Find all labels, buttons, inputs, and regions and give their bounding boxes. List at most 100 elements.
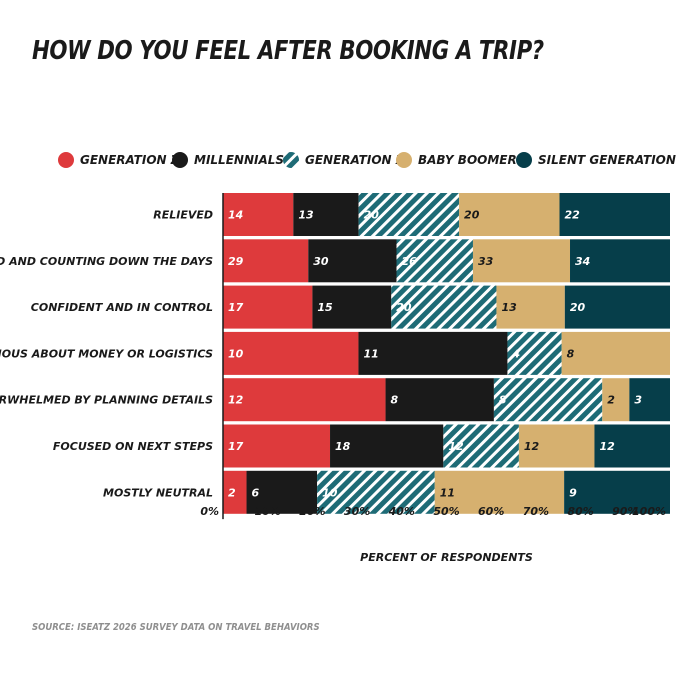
legend-item: MILLENNIALS bbox=[172, 152, 284, 168]
data-label: 20 bbox=[364, 209, 380, 222]
bar-segment bbox=[493, 378, 603, 422]
bar-segment bbox=[223, 239, 309, 283]
data-label: 8 bbox=[567, 347, 575, 360]
bar-segment bbox=[330, 424, 444, 468]
data-label: 12 bbox=[228, 394, 244, 407]
legend-swatch bbox=[283, 152, 299, 168]
category-label: FOCUSED ON NEXT STEPS bbox=[53, 440, 213, 453]
legend-swatch bbox=[396, 152, 412, 168]
x-tick-label: 10% bbox=[255, 505, 281, 518]
bar-segment bbox=[358, 193, 460, 236]
data-label: 15 bbox=[317, 301, 333, 314]
legend-swatch bbox=[172, 152, 188, 168]
bar-row: ANXIOUS ABOUT MONEY OR LOGISTICS 10 11 4 8 bbox=[0, 331, 670, 375]
legend-item: BABY BOOMERS bbox=[396, 152, 525, 168]
bar-segment bbox=[496, 285, 565, 329]
x-tick-label: 30% bbox=[344, 505, 370, 518]
legend-label: GENERATION X bbox=[305, 153, 406, 167]
category-label: MOSTLY NEUTRAL bbox=[103, 486, 213, 499]
bar-segment bbox=[507, 331, 562, 375]
data-label: 3 bbox=[634, 394, 642, 407]
bar-segment bbox=[594, 424, 670, 468]
bar-segment bbox=[564, 285, 670, 329]
bar-segment bbox=[391, 285, 497, 329]
bar-segment bbox=[317, 470, 435, 514]
bar-segment bbox=[223, 285, 313, 329]
bar-row: EXCITED AND COUNTING DOWN THE DAYS 29 30 26… bbox=[0, 239, 670, 283]
legend-item: GENERATION X bbox=[283, 152, 406, 168]
bar-segment bbox=[559, 193, 670, 236]
data-label: 12 bbox=[448, 440, 464, 453]
x-tick-label: 40% bbox=[388, 505, 415, 518]
bar-segment bbox=[518, 424, 595, 468]
bar-segment bbox=[308, 239, 397, 283]
data-label: 29 bbox=[228, 255, 244, 268]
data-label: 12 bbox=[599, 440, 615, 453]
data-label: 20 bbox=[396, 301, 412, 314]
bar-segment bbox=[293, 193, 359, 236]
bar-row: MOSTLY NEUTRAL 2 6 10 11 9 bbox=[103, 470, 670, 514]
data-label: 4 bbox=[511, 347, 520, 360]
bar-segment bbox=[223, 193, 294, 236]
category-label: ANXIOUS ABOUT MONEY OR LOGISTICS bbox=[0, 347, 213, 360]
bar-segment bbox=[396, 239, 473, 283]
bar-row: FOCUSED ON NEXT STEPS 17 18 12 12 12 bbox=[53, 424, 670, 468]
bar-segment bbox=[472, 239, 571, 283]
bar-segment bbox=[385, 378, 494, 422]
x-tick-label: 80% bbox=[567, 505, 593, 518]
bar-segment bbox=[561, 331, 670, 375]
legend-label: SILENT GENERATION bbox=[538, 153, 676, 167]
chart-title: HOW DO YOU FEEL AFTER BOOKING A TRIP? bbox=[32, 36, 544, 66]
x-tick-label: 70% bbox=[523, 505, 549, 518]
bars: RELIEVED1413202022EXCITED AND COUNTING D… bbox=[0, 193, 670, 514]
data-label: 6 bbox=[252, 486, 260, 499]
data-label: 10 bbox=[322, 486, 338, 499]
data-label: 26 bbox=[402, 255, 418, 268]
x-tick-label: 90% bbox=[612, 505, 638, 518]
x-tick-label: 20% bbox=[299, 505, 325, 518]
bar-segment bbox=[602, 378, 630, 422]
x-axis-label: PERCENT OF RESPONDENTS bbox=[360, 551, 533, 564]
legend-label: BABY BOOMERS bbox=[418, 153, 525, 167]
data-label: 17 bbox=[228, 440, 244, 453]
data-label: 20 bbox=[464, 209, 480, 222]
bar-segment bbox=[223, 470, 247, 514]
data-label: 22 bbox=[565, 209, 581, 222]
x-tick-label: 100% bbox=[632, 505, 666, 518]
legend: GENERATION Z MILLENNIALS GENERATION X BABY … bbox=[58, 152, 676, 168]
data-label: 12 bbox=[524, 440, 540, 453]
category-label: EXCITED AND COUNTING DOWN THE DAYS bbox=[0, 255, 213, 268]
data-label: 2 bbox=[607, 394, 615, 407]
x-tick-label: 50% bbox=[433, 505, 459, 518]
data-label: 30 bbox=[313, 255, 329, 268]
legend-label: GENERATION Z bbox=[80, 153, 180, 167]
data-label: 13 bbox=[501, 301, 517, 314]
data-label: 18 bbox=[335, 440, 351, 453]
x-tick-label: 0% bbox=[200, 505, 219, 518]
data-label: 17 bbox=[228, 301, 244, 314]
source-note: SOURCE: ISEATZ 2026 SURVEY DATA ON TRAVE… bbox=[32, 622, 320, 633]
bar-segment bbox=[629, 378, 670, 422]
bar-segment bbox=[358, 331, 508, 375]
legend-label: MILLENNIALS bbox=[194, 153, 284, 167]
legend-swatch bbox=[516, 152, 532, 168]
data-label: 11 bbox=[363, 347, 378, 360]
data-label: 9 bbox=[569, 486, 577, 499]
legend-item: GENERATION Z bbox=[58, 152, 180, 168]
data-label: 11 bbox=[440, 486, 455, 499]
data-label: 20 bbox=[570, 301, 586, 314]
data-label: 10 bbox=[228, 347, 244, 360]
data-label: 8 bbox=[391, 394, 399, 407]
legend-swatch bbox=[58, 152, 74, 168]
legend-item: SILENT GENERATION bbox=[516, 152, 676, 168]
bar-segment bbox=[434, 470, 565, 514]
data-label: 13 bbox=[298, 209, 314, 222]
data-label: 2 bbox=[228, 486, 236, 499]
category-label: CONFIDENT AND IN CONTROL bbox=[31, 301, 213, 314]
data-label: 8 bbox=[499, 394, 507, 407]
bar-segment bbox=[570, 239, 670, 283]
bar-segment bbox=[312, 285, 392, 329]
data-label: 14 bbox=[228, 209, 243, 222]
bar-segment bbox=[564, 470, 670, 514]
